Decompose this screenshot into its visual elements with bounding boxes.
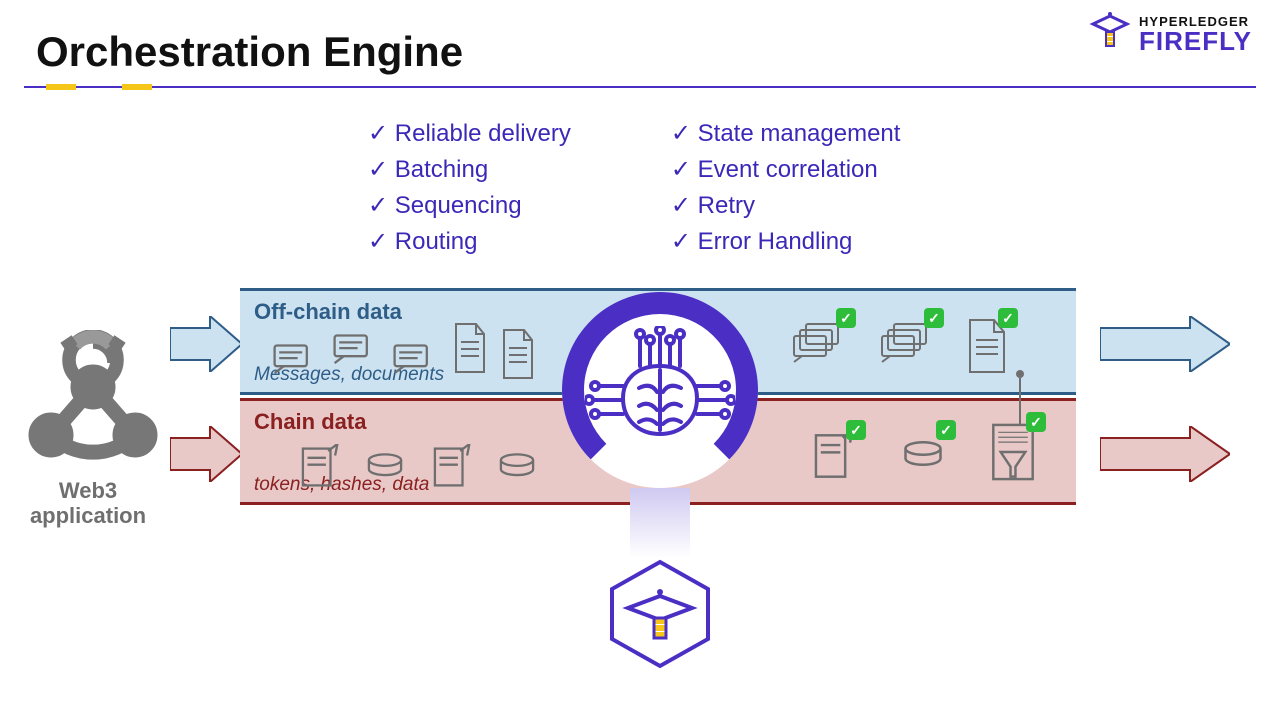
document-icon [450,322,490,374]
firefly-bee-icon [1089,10,1131,58]
check-badge-icon: ✓ [936,420,956,440]
engine-stem [630,488,690,558]
arrow-out-offchain [1100,316,1230,372]
feature-column-1: Reliable delivery Batching Sequencing Ro… [368,116,571,260]
check-badge-icon: ✓ [836,308,856,328]
check-badge-icon: ✓ [846,420,866,440]
feature-item: Retry [671,188,901,224]
contract-icon [428,444,474,490]
feature-column-2: State management Event correlation Retry… [671,116,901,260]
arrow-in-chain [170,426,242,482]
feature-item: Batching [368,152,571,188]
message-icon [270,334,316,380]
offchain-input-icons [270,322,538,380]
message-stack-icon: ✓ [788,316,848,376]
feature-item: Reliable delivery [368,116,571,152]
message-icon [330,324,376,370]
message-icon [390,334,436,380]
web3-app-label: Web3 application [8,478,168,529]
coins-icon [362,444,408,490]
feature-item: Routing [368,224,571,260]
arrow-in-offchain [170,316,242,372]
brain-chip-icon [585,326,735,461]
brand-logo: HYPERLEDGER FIREFLY [1089,10,1252,58]
feature-item: State management [671,116,901,152]
chain-output-icons: ✓ ✓ ✓ [808,420,1038,484]
web3-app-icon [18,330,168,485]
arrow-out-chain [1100,426,1230,482]
logo-text-bottom: FIREFLY [1139,28,1252,54]
document-icon: ✓ [964,316,1010,376]
title-underline [24,86,1256,88]
offchain-output-icons: ✓ ✓ ✓ [788,316,1010,376]
contract-icon [296,444,342,490]
feature-list: Reliable delivery Batching Sequencing Ro… [368,116,900,260]
message-stack-icon: ✓ [876,316,936,376]
coins-icon [494,444,540,490]
firefly-hex-icon [604,558,716,670]
check-badge-icon: ✓ [924,308,944,328]
coins-icon: ✓ [898,428,948,484]
chain-input-icons [296,444,540,490]
feature-item: Event correlation [671,152,901,188]
contract-icon: ✓ [808,428,858,484]
document-icon [498,328,538,380]
check-badge-icon: ✓ [998,308,1018,328]
feature-item: Error Handling [671,224,901,260]
page-title: Orchestration Engine [36,28,463,76]
feature-item: Sequencing [368,188,571,224]
link-line [1005,370,1035,430]
